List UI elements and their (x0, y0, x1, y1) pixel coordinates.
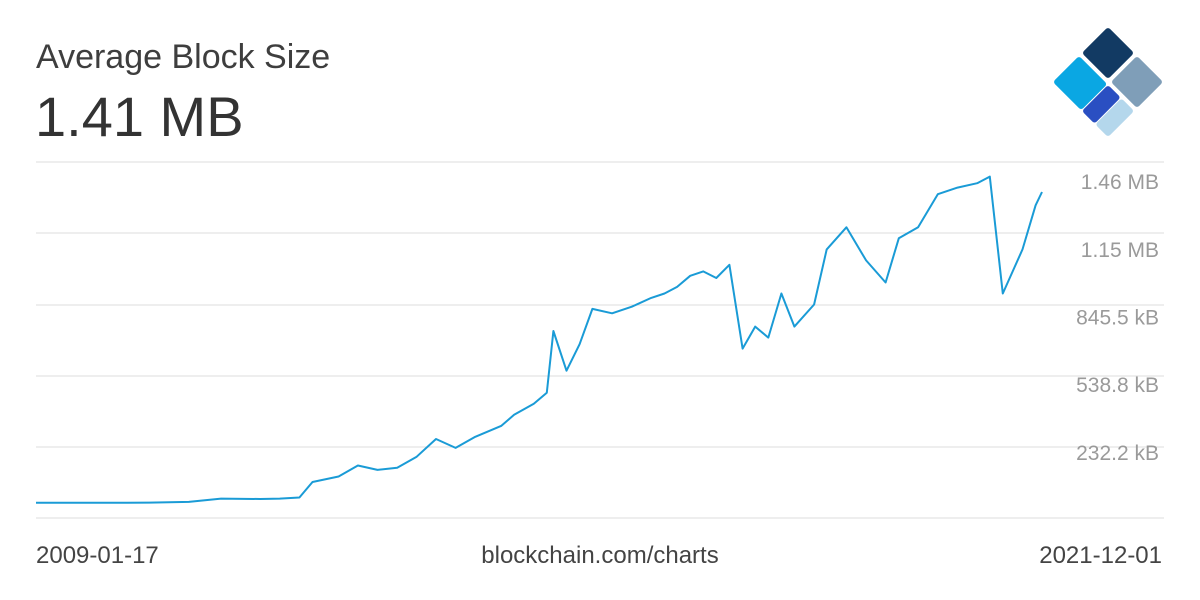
chart-title: Average Block Size (36, 38, 331, 76)
y-tick-label-1: 538.8 kB (1076, 374, 1159, 397)
logo-tile-dark (1083, 28, 1133, 78)
grid-lines (36, 161, 1164, 519)
logo-tile-cyan (1054, 57, 1107, 110)
logo-tile-light (1096, 99, 1133, 136)
logo-tile-gray (1112, 57, 1162, 107)
current-value: 1.41 MB (35, 85, 244, 148)
source-link[interactable]: blockchain.com/charts (481, 542, 719, 569)
y-tick-label-3: 1.15 MB (1081, 239, 1159, 262)
end-date-label: 2021-12-01 (1039, 542, 1162, 569)
start-date-label: 2009-01-17 (36, 542, 159, 569)
y-tick-labels: 232.2 kB 538.8 kB 845.5 kB 1.15 MB 1.46 MB (1076, 171, 1159, 465)
logo-tile-blue (1083, 86, 1120, 123)
blockchain-diamond-logo-icon (1054, 28, 1162, 136)
y-tick-label-4: 1.46 MB (1081, 171, 1159, 194)
y-tick-label-2: 845.5 kB (1076, 307, 1159, 330)
y-tick-label-0: 232.2 kB (1076, 442, 1159, 465)
average-block-size-line (36, 175, 1043, 504)
series (36, 175, 1043, 504)
